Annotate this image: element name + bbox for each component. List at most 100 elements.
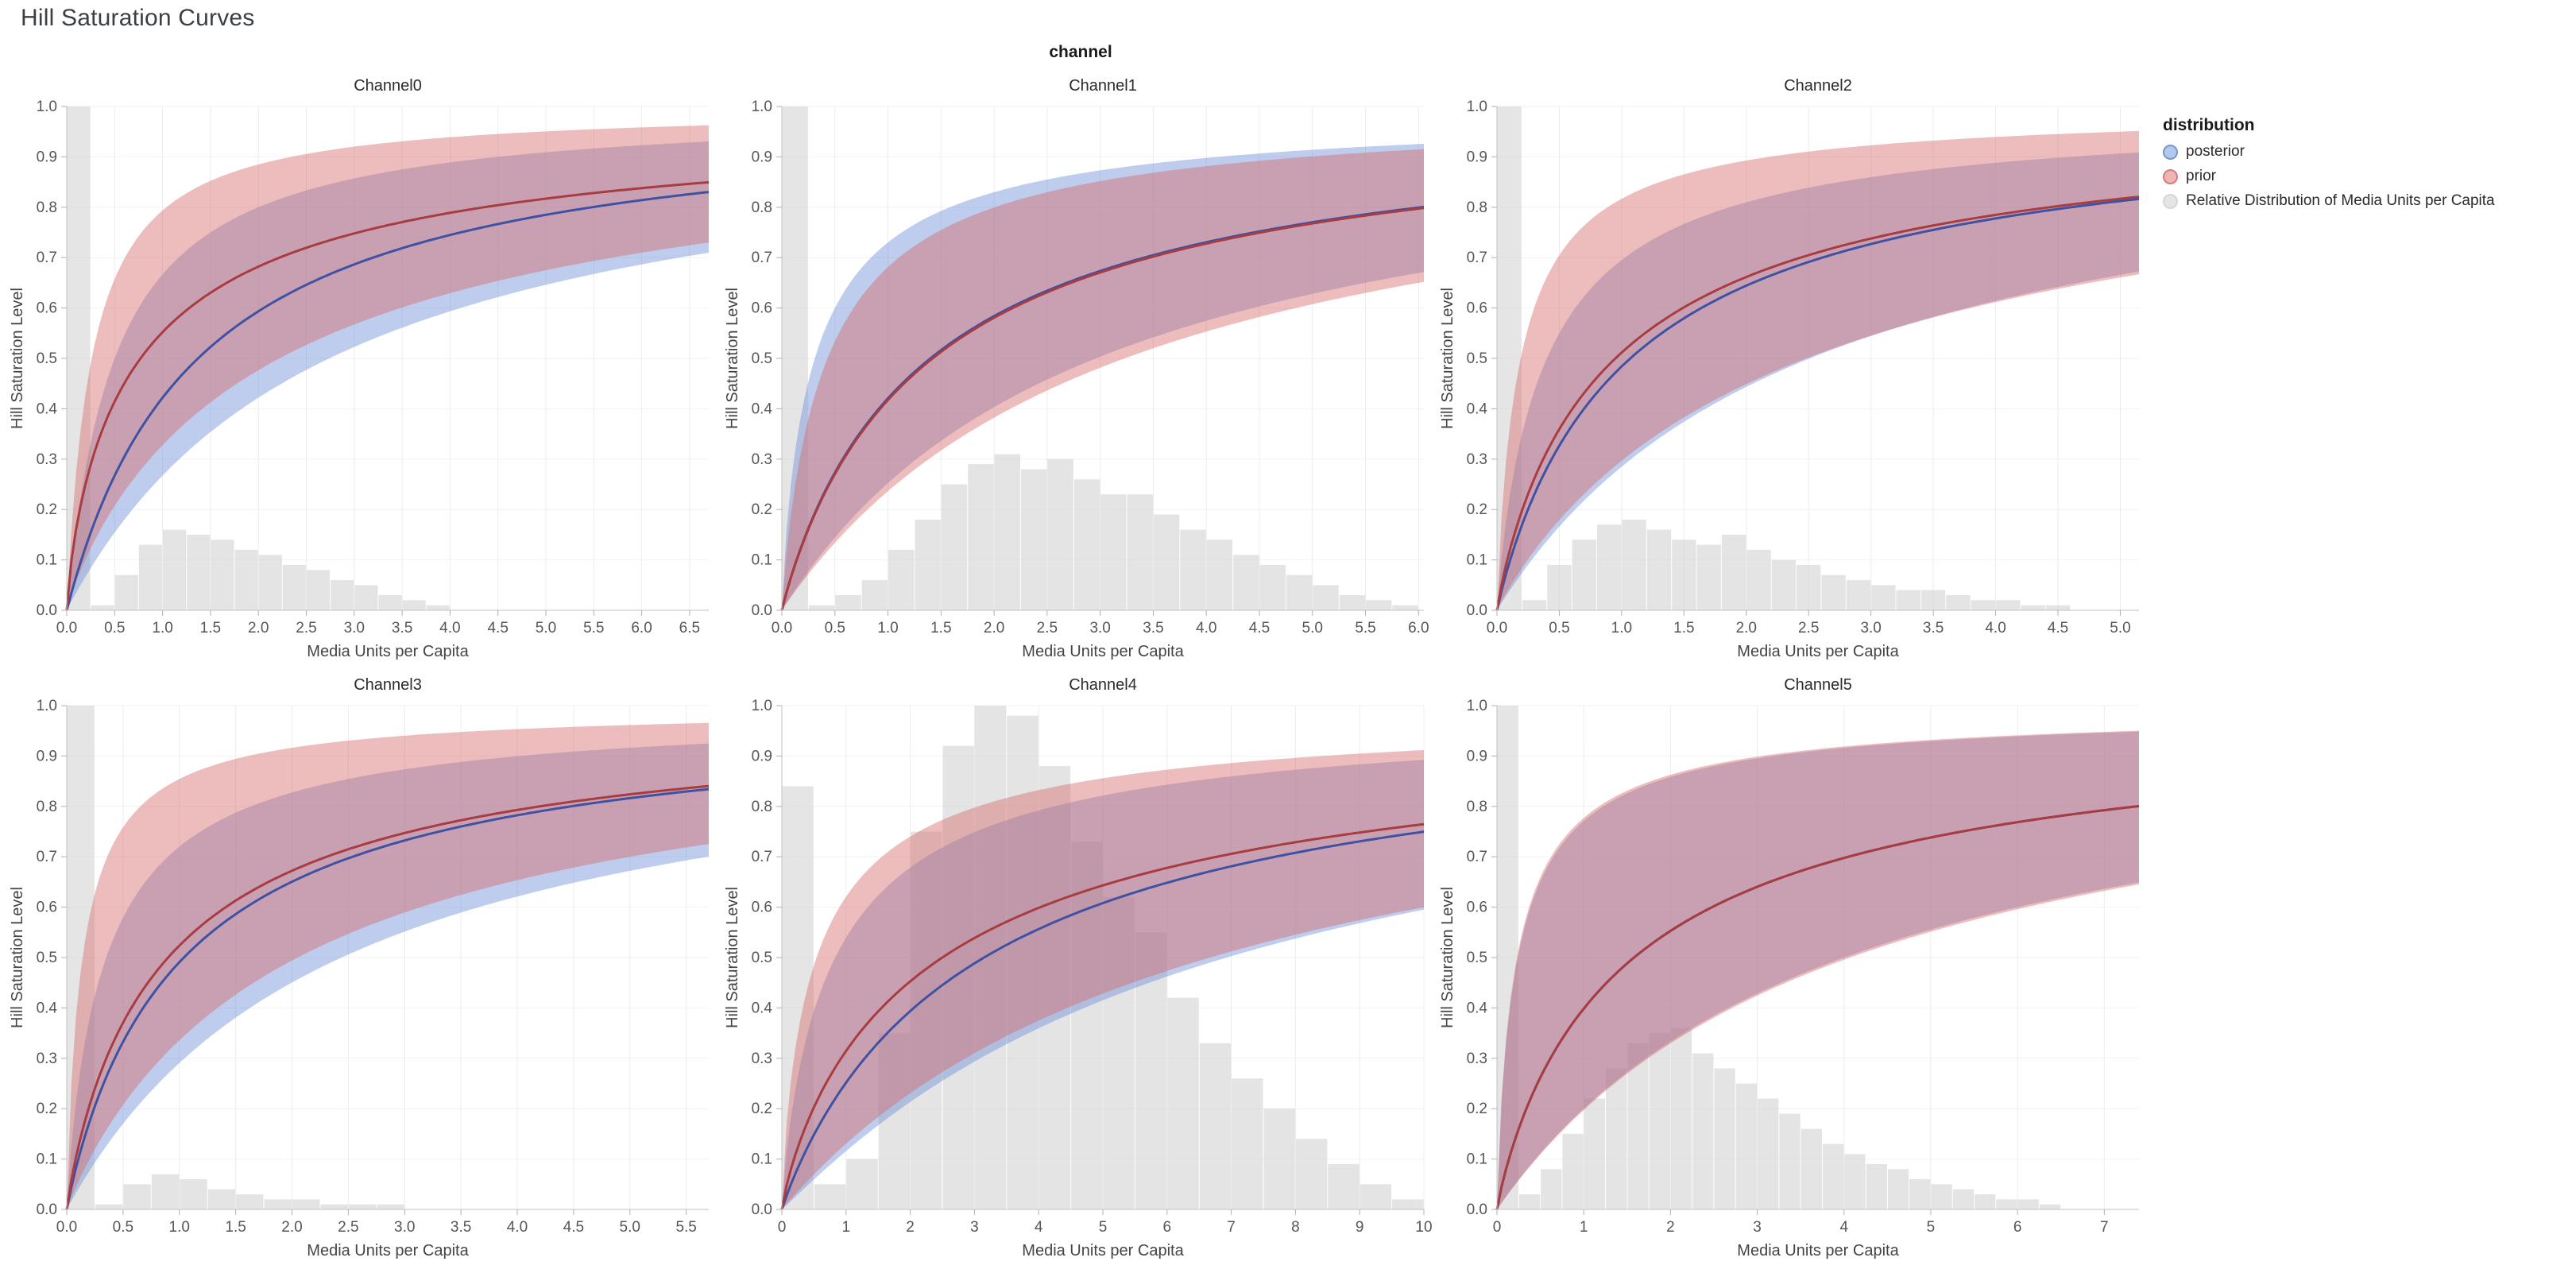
y-tick-label: 0.1	[1467, 552, 1487, 569]
y-tick-label: 0.7	[752, 250, 772, 266]
y-tick-label: 0.1	[37, 1151, 57, 1168]
x-tick-label: 7	[1227, 1219, 1236, 1236]
x-tick-label: 5.5	[675, 1219, 696, 1236]
x-tick-label: 3.5	[451, 1219, 471, 1236]
x-tick-label: 5	[1927, 1219, 1936, 1236]
x-tick-label: 0.0	[1487, 620, 1507, 636]
posterior-credible-band	[67, 141, 709, 610]
prior-swatch-icon	[2163, 168, 2178, 184]
y-tick-label: 0.4	[1467, 1000, 1488, 1016]
posterior-median-line	[65, 191, 710, 611]
axes: 0.0 0.1 0.2 0.3 0.4 0.5 0.6 0.7 0.8 0.9 1.0 0.0 0.5 1…	[37, 698, 709, 1236]
prior-credible-band	[67, 722, 709, 1209]
y-tick-label: 0.4	[1467, 400, 1488, 417]
x-tick-label: 1	[1580, 1219, 1588, 1236]
page-title: Hill Saturation Curves	[21, 5, 255, 31]
x-tick-label: 1.0	[152, 620, 172, 636]
x-tick-label: 2	[906, 1219, 915, 1236]
y-tick-label: 0.6	[752, 300, 772, 317]
y-axis-title: Hill Saturation Level	[724, 288, 741, 429]
y-tick-label: 0.9	[37, 149, 57, 165]
x-axis-title: Media Units per Capita	[1737, 1242, 1899, 1259]
y-tick-label: 1.0	[1467, 99, 1487, 115]
prior-median-line	[780, 822, 1425, 1210]
y-tick-label: 0.7	[1467, 849, 1487, 865]
y-tick-label: 1.0	[1467, 698, 1487, 714]
y-tick-label: 0.8	[37, 199, 57, 216]
y-axis-title: Hill Saturation Level	[9, 887, 26, 1028]
legend-item-label: Relative Distribution of Media Units per…	[2186, 192, 2495, 209]
x-tick-label: 6	[2013, 1219, 2022, 1236]
y-tick-label: 1.0	[752, 698, 772, 714]
prior-credible-band	[1497, 130, 2139, 610]
y-tick-label: 0.6	[752, 900, 772, 916]
y-tick-label: 0.2	[37, 501, 57, 518]
y-tick-label: 0.6	[37, 300, 57, 317]
y-tick-label: 0.1	[37, 552, 57, 569]
x-tick-label: 5.0	[536, 620, 556, 636]
axes: 0.0 0.1 0.2 0.3 0.4 0.5 0.6 0.7 0.8 0.9 1.0 0 1 2 3 4 5 6…	[752, 698, 1433, 1236]
y-tick-label: 0.2	[752, 501, 772, 518]
y-tick-label: 0.0	[752, 1201, 772, 1218]
x-tick-label: 3.0	[1089, 620, 1110, 636]
y-tick-label: 1.0	[752, 99, 772, 115]
y-tick-label: 0.3	[37, 1051, 57, 1067]
x-tick-label: 10	[1415, 1219, 1432, 1236]
y-tick-label: 0.0	[37, 602, 57, 619]
x-tick-label: 5.0	[620, 1219, 640, 1236]
prior-credible-band	[1497, 730, 2139, 1209]
x-tick-label: 2.5	[1798, 620, 1819, 636]
posterior-median-line	[1495, 197, 2140, 611]
prior-credible-band	[782, 750, 1424, 1209]
y-axis-title: Hill Saturation Level	[1439, 288, 1456, 429]
x-tick-label: 2	[1666, 1219, 1675, 1236]
x-tick-label: 2.5	[338, 1219, 358, 1236]
subplot-title: Channel3	[354, 676, 422, 694]
y-tick-label: 0.3	[752, 1051, 772, 1067]
prior-median-line	[1495, 805, 2140, 1210]
posterior-credible-band	[782, 144, 1424, 610]
y-tick-label: 0.0	[1467, 1201, 1487, 1218]
y-tick-label: 0.3	[1467, 1051, 1487, 1067]
x-tick-label: 3.0	[1860, 620, 1881, 636]
x-tick-label: 1.0	[169, 1219, 190, 1236]
y-axis-title: Hill Saturation Level	[9, 288, 26, 429]
x-tick-label: 3.0	[344, 620, 365, 636]
y-tick-label: 0.0	[37, 1201, 57, 1218]
x-tick-label: 0.5	[113, 1219, 133, 1236]
legend-item-prior: prior	[2163, 168, 2572, 185]
x-tick-label: 5.0	[2110, 620, 2130, 636]
x-tick-label: 5	[1099, 1219, 1108, 1236]
x-tick-label: 1.0	[877, 620, 898, 636]
subplot-title: Channel1	[1069, 77, 1137, 95]
x-tick-label: 0.0	[56, 1219, 77, 1236]
posterior-credible-band	[1497, 731, 2139, 1209]
x-tick-label: 3.0	[394, 1219, 415, 1236]
prior-median-line	[65, 784, 710, 1210]
y-tick-label: 0.5	[37, 950, 57, 966]
x-tick-label: 2.0	[984, 620, 1004, 636]
subplot-title: Channel2	[1784, 77, 1852, 95]
prior-median-line	[780, 207, 1425, 611]
x-tick-label: 6.5	[679, 620, 700, 636]
y-tick-label: 0.9	[752, 149, 772, 165]
y-tick-label: 0.9	[752, 748, 772, 764]
legend-item-label: prior	[2186, 168, 2217, 184]
x-tick-label: 4.5	[2048, 620, 2068, 636]
x-axis-title: Media Units per Capita	[1737, 643, 1899, 660]
y-tick-label: 0.6	[1467, 900, 1487, 916]
x-tick-label: 4.0	[1196, 620, 1216, 636]
axes: 0.0 0.1 0.2 0.3 0.4 0.5 0.6 0.7 0.8 0.9 1.0 0.0 0.5 1…	[752, 99, 1429, 636]
y-tick-label: 0.4	[37, 400, 58, 417]
prior-median-line	[65, 180, 710, 611]
x-tick-label: 1.5	[1673, 620, 1694, 636]
y-tick-label: 1.0	[37, 698, 57, 714]
y-tick-label: 0.3	[1467, 451, 1487, 468]
y-tick-label: 0.1	[752, 552, 772, 569]
y-tick-label: 0.6	[1467, 300, 1487, 317]
posterior-credible-band	[782, 760, 1424, 1209]
x-axis-title: Media Units per Capita	[1022, 1242, 1184, 1259]
x-tick-label: 0.0	[56, 620, 77, 636]
y-tick-label: 0.7	[37, 250, 57, 266]
media-units-histogram	[67, 106, 450, 610]
